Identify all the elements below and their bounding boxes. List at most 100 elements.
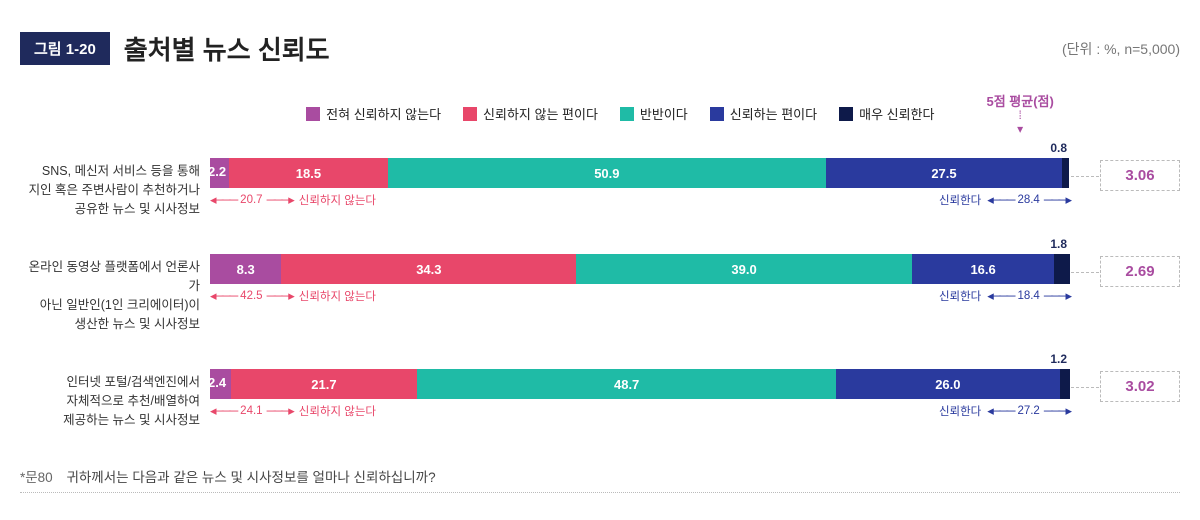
row-label: 인터넷 포털/검색엔진에서자체적으로 추천/배열하여제공하는 뉴스 및 시사정보 <box>20 369 210 429</box>
bar-segment: 2.4 <box>210 369 231 399</box>
dotted-divider <box>20 492 1180 493</box>
top-value: 1.2 <box>1050 352 1067 366</box>
summary-brackets: ◂─── 24.1 ───▸ 신뢰하지 않는다 신뢰한다 ◂─── 27.2 ─… <box>210 403 1070 423</box>
pos-sum: 28.4 <box>1017 194 1039 206</box>
seg-value: 2.2 <box>208 164 226 179</box>
avg-connector <box>1071 176 1099 177</box>
seg-value: 18.5 <box>296 166 321 181</box>
arrow-left-icon: ◂─── <box>987 192 1013 208</box>
pos-label: 신뢰한다 <box>939 403 981 419</box>
arrow-left-icon: ◂─── <box>210 403 236 419</box>
stacked-bar: 1.22.421.748.726.0 <box>210 369 1070 399</box>
bar-area: 1.22.421.748.726.0 ◂─── 24.1 ───▸ 신뢰하지 않… <box>210 369 1070 423</box>
bar-segment: 16.6 <box>912 254 1055 284</box>
avg-value: 2.69 <box>1125 263 1154 280</box>
footnote-q: *문80 <box>20 470 53 485</box>
seg-value: 26.0 <box>935 377 960 392</box>
avg-dash-icon: ⁞▾ <box>986 108 1053 136</box>
bar-segment <box>1062 158 1069 188</box>
neg-bracket: ◂─── 20.7 ───▸ 신뢰하지 않는다 <box>210 192 388 208</box>
seg-value: 16.6 <box>970 262 995 277</box>
seg-value: 2.4 <box>208 375 226 390</box>
legend-item: 매우 신뢰한다 <box>839 91 934 136</box>
bar-segment: 26.0 <box>836 369 1060 399</box>
row-label: SNS, 메신저 서비스 등을 통해지인 혹은 주변사람이 추천하거나공유한 뉴… <box>20 158 210 218</box>
legend-item: 반반이다 <box>620 91 688 136</box>
stacked-bar: 1.88.334.339.016.6 <box>210 254 1070 284</box>
neg-sum: 24.1 <box>240 405 262 417</box>
legend-label: 매우 신뢰한다 <box>859 104 934 123</box>
avg-box: 2.69 <box>1100 256 1180 287</box>
unit-label: (단위 : %, n=5,000) <box>1062 39 1180 59</box>
pos-bracket: 신뢰한다 ◂─── 18.4 ───▸ <box>912 288 1070 304</box>
chart-title: 출처별 뉴스 신뢰도 <box>124 30 330 67</box>
arrow-right-icon: ───▸ <box>1044 403 1070 419</box>
arrow-left-icon: ◂─── <box>987 288 1013 304</box>
legend: 전혀 신뢰하지 않는다 신뢰하지 않는 편이다 반반이다 신뢰하는 편이다 매우 신뢰한… <box>20 91 1180 136</box>
legend-swatch <box>710 107 724 121</box>
seg-value: 50.9 <box>594 166 619 181</box>
bar-area: 1.88.334.339.016.6 ◂─── 42.5 ───▸ 신뢰하지 않… <box>210 254 1070 308</box>
seg-value: 8.3 <box>237 262 255 277</box>
neg-label: 신뢰하지 않는다 <box>299 403 376 419</box>
bar-segment: 21.7 <box>231 369 418 399</box>
row-label: 온라인 동영상 플랫폼에서 언론사가아닌 일반인(1인 크리에이터)이생산한 뉴… <box>20 254 210 333</box>
bar-segment <box>1060 369 1070 399</box>
bar-segment <box>1054 254 1069 284</box>
footnote: *문80 귀하께서는 다음과 같은 뉴스 및 시사정보를 얼마나 신뢰하십니까? <box>20 466 1180 493</box>
legend-swatch <box>620 107 634 121</box>
bar-segment: 8.3 <box>210 254 281 284</box>
arrow-left-icon: ◂─── <box>987 403 1013 419</box>
legend-swatch <box>306 107 320 121</box>
bar-segment: 18.5 <box>229 158 388 188</box>
arrow-right-icon: ───▸ <box>1044 288 1070 304</box>
legend-label: 반반이다 <box>640 104 688 123</box>
avg-box: 3.02 <box>1100 371 1180 402</box>
figure-badge: 그림 1-20 <box>20 32 110 65</box>
legend-item: 신뢰하는 편이다 <box>710 91 817 136</box>
data-row: SNS, 메신저 서비스 등을 통해지인 혹은 주변사람이 추천하거나공유한 뉴… <box>20 158 1180 218</box>
pos-sum: 27.2 <box>1017 405 1039 417</box>
bar-segment: 34.3 <box>281 254 576 284</box>
bar-segment: 50.9 <box>388 158 826 188</box>
data-row: 인터넷 포털/검색엔진에서자체적으로 추천/배열하여제공하는 뉴스 및 시사정보… <box>20 369 1180 429</box>
legend-label: 전혀 신뢰하지 않는다 <box>326 104 441 123</box>
neg-label: 신뢰하지 않는다 <box>299 288 376 304</box>
avg-value: 3.02 <box>1125 378 1154 395</box>
bar-area: 0.82.218.550.927.5 ◂─── 20.7 ───▸ 신뢰하지 않… <box>210 158 1070 212</box>
seg-value: 48.7 <box>614 377 639 392</box>
legend-swatch <box>463 107 477 121</box>
footnote-text: 귀하께서는 다음과 같은 뉴스 및 시사정보를 얼마나 신뢰하십니까? <box>66 470 435 485</box>
data-row: 온라인 동영상 플랫폼에서 언론사가아닌 일반인(1인 크리에이터)이생산한 뉴… <box>20 254 1180 333</box>
legend-item: 신뢰하지 않는 편이다 <box>463 91 598 136</box>
summary-brackets: ◂─── 20.7 ───▸ 신뢰하지 않는다 신뢰한다 ◂─── 28.4 ─… <box>210 192 1070 212</box>
legend-item: 전혀 신뢰하지 않는다 <box>306 91 441 136</box>
arrow-right-icon: ───▸ <box>267 192 293 208</box>
pos-label: 신뢰한다 <box>939 288 981 304</box>
summary-brackets: ◂─── 42.5 ───▸ 신뢰하지 않는다 신뢰한다 ◂─── 18.4 ─… <box>210 288 1070 308</box>
neg-bracket: ◂─── 42.5 ───▸ 신뢰하지 않는다 <box>210 288 576 304</box>
arrow-right-icon: ───▸ <box>267 288 293 304</box>
arrow-left-icon: ◂─── <box>210 192 236 208</box>
chart-rows: SNS, 메신저 서비스 등을 통해지인 혹은 주변사람이 추천하거나공유한 뉴… <box>20 158 1180 430</box>
arrow-right-icon: ───▸ <box>267 403 293 419</box>
arrow-left-icon: ◂─── <box>210 288 236 304</box>
pos-bracket: 신뢰한다 ◂─── 27.2 ───▸ <box>836 403 1070 419</box>
avg-connector <box>1071 387 1099 388</box>
top-value: 1.8 <box>1050 237 1067 251</box>
avg-box: 3.06 <box>1100 160 1180 191</box>
avg-value: 3.06 <box>1125 167 1154 184</box>
neg-sum: 20.7 <box>240 194 262 206</box>
neg-label: 신뢰하지 않는다 <box>299 192 376 208</box>
neg-bracket: ◂─── 24.1 ───▸ 신뢰하지 않는다 <box>210 403 417 419</box>
bar-segment: 48.7 <box>417 369 836 399</box>
seg-value: 21.7 <box>311 377 336 392</box>
legend-swatch <box>839 107 853 121</box>
top-value: 0.8 <box>1050 141 1067 155</box>
arrow-right-icon: ───▸ <box>1044 192 1070 208</box>
bar-segment: 2.2 <box>210 158 229 188</box>
pos-sum: 18.4 <box>1017 290 1039 302</box>
bar-segment: 27.5 <box>826 158 1063 188</box>
neg-sum: 42.5 <box>240 290 262 302</box>
stacked-bar: 0.82.218.550.927.5 <box>210 158 1070 188</box>
